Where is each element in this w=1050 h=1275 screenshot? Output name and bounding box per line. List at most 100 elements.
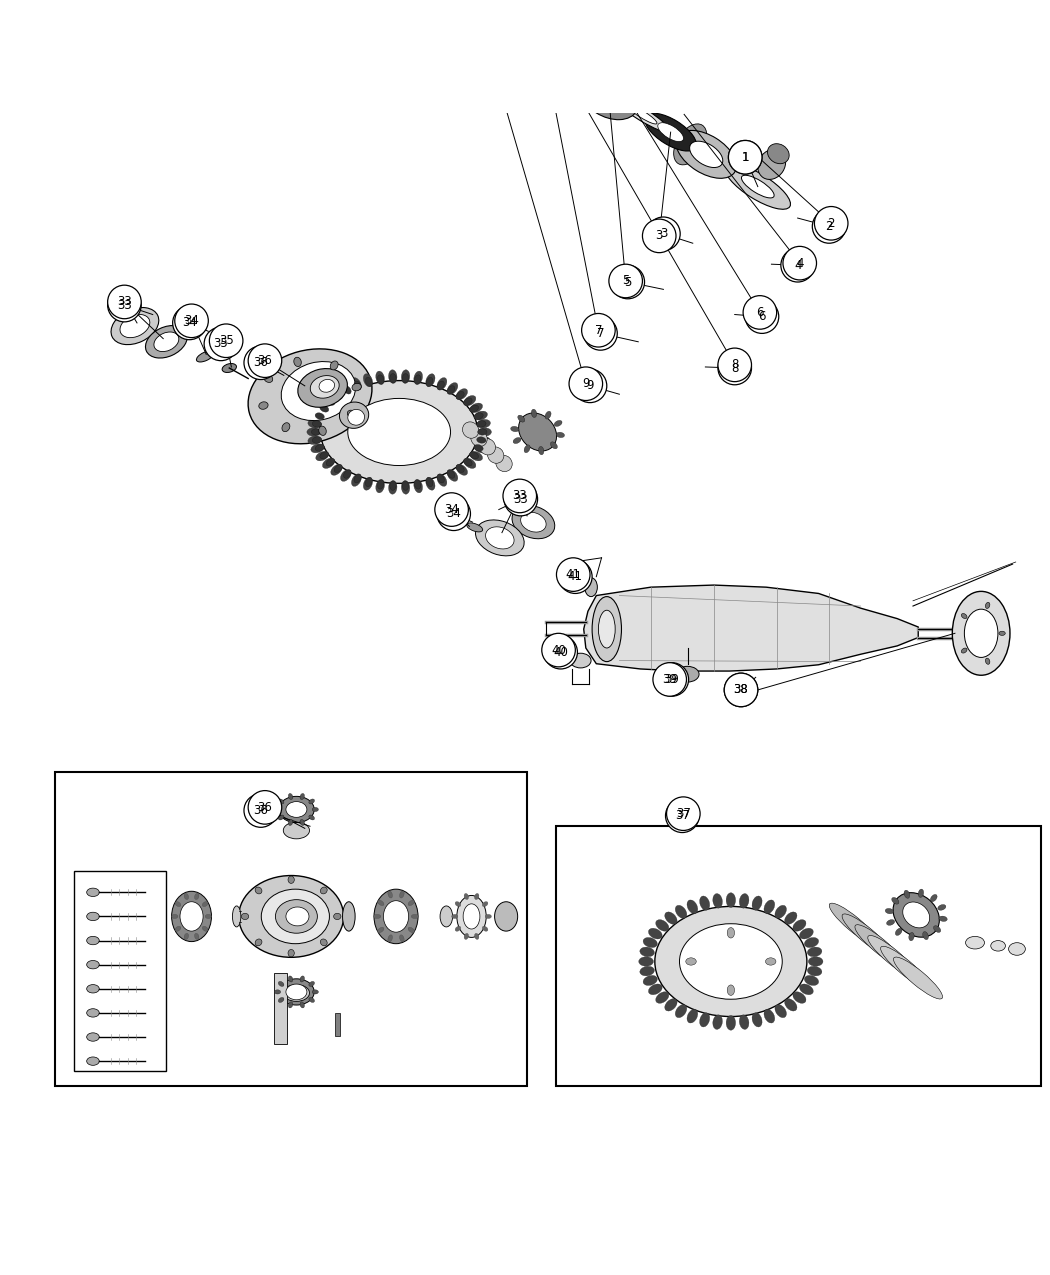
Text: 8: 8 <box>731 362 738 375</box>
Ellipse shape <box>437 377 447 390</box>
Ellipse shape <box>482 926 488 931</box>
Text: 35: 35 <box>218 334 233 347</box>
Ellipse shape <box>278 982 284 987</box>
Ellipse shape <box>649 984 663 995</box>
Ellipse shape <box>510 426 519 432</box>
Ellipse shape <box>966 936 985 949</box>
Ellipse shape <box>643 937 657 947</box>
Ellipse shape <box>274 807 280 812</box>
Ellipse shape <box>687 900 698 914</box>
Ellipse shape <box>530 43 559 64</box>
Ellipse shape <box>598 611 615 648</box>
Ellipse shape <box>639 947 654 956</box>
Ellipse shape <box>752 1012 762 1026</box>
Ellipse shape <box>255 938 261 946</box>
Ellipse shape <box>513 437 521 444</box>
Ellipse shape <box>867 936 917 978</box>
Ellipse shape <box>363 374 373 386</box>
Circle shape <box>582 314 615 347</box>
Text: 36: 36 <box>253 805 268 817</box>
Ellipse shape <box>462 422 479 439</box>
Text: 3: 3 <box>655 230 663 242</box>
Ellipse shape <box>320 381 478 483</box>
Text: 36: 36 <box>257 801 272 813</box>
Text: 39: 39 <box>663 673 677 686</box>
Ellipse shape <box>87 1057 100 1066</box>
Text: 36: 36 <box>253 356 268 370</box>
Ellipse shape <box>457 895 486 937</box>
Ellipse shape <box>804 975 819 986</box>
Ellipse shape <box>348 409 364 425</box>
Ellipse shape <box>232 907 240 927</box>
Ellipse shape <box>964 609 998 658</box>
Ellipse shape <box>894 958 943 1000</box>
Ellipse shape <box>180 901 203 931</box>
Ellipse shape <box>645 113 696 150</box>
Ellipse shape <box>726 164 791 209</box>
Ellipse shape <box>340 382 352 394</box>
Ellipse shape <box>111 307 159 344</box>
Text: 37: 37 <box>675 810 690 822</box>
Ellipse shape <box>242 913 249 919</box>
Ellipse shape <box>686 958 696 965</box>
Ellipse shape <box>1009 942 1026 955</box>
Ellipse shape <box>807 966 822 975</box>
Ellipse shape <box>455 901 461 907</box>
Ellipse shape <box>352 377 361 390</box>
Circle shape <box>174 303 208 338</box>
Ellipse shape <box>463 459 472 467</box>
Bar <box>274 973 287 1044</box>
Ellipse shape <box>408 927 415 933</box>
Ellipse shape <box>312 807 318 812</box>
Ellipse shape <box>665 912 677 924</box>
Ellipse shape <box>475 894 479 900</box>
Ellipse shape <box>775 905 786 918</box>
Text: 7: 7 <box>596 326 604 340</box>
Ellipse shape <box>456 464 464 473</box>
Ellipse shape <box>175 901 181 907</box>
Ellipse shape <box>415 479 421 490</box>
Text: 34: 34 <box>184 315 200 328</box>
Circle shape <box>729 140 762 173</box>
Circle shape <box>503 479 537 513</box>
Ellipse shape <box>87 960 100 969</box>
Ellipse shape <box>286 984 307 1000</box>
Ellipse shape <box>655 907 806 1016</box>
Circle shape <box>542 634 575 667</box>
Ellipse shape <box>289 820 293 825</box>
Ellipse shape <box>991 941 1006 951</box>
Ellipse shape <box>675 1005 687 1017</box>
Ellipse shape <box>449 0 506 33</box>
Text: 2: 2 <box>825 221 833 233</box>
Text: 34: 34 <box>446 507 461 520</box>
Ellipse shape <box>775 1005 786 1017</box>
Ellipse shape <box>474 445 483 451</box>
Circle shape <box>504 482 538 516</box>
Ellipse shape <box>476 520 524 556</box>
Circle shape <box>437 497 470 530</box>
Circle shape <box>204 328 237 361</box>
Ellipse shape <box>402 481 408 491</box>
Ellipse shape <box>881 946 929 988</box>
Ellipse shape <box>334 391 342 399</box>
Text: 34: 34 <box>444 504 459 516</box>
Text: 7: 7 <box>594 324 602 337</box>
Ellipse shape <box>288 950 294 956</box>
Ellipse shape <box>456 391 464 399</box>
Circle shape <box>655 663 689 696</box>
Ellipse shape <box>768 144 790 163</box>
Ellipse shape <box>146 325 187 358</box>
Circle shape <box>718 348 752 381</box>
Bar <box>335 1012 340 1037</box>
Ellipse shape <box>545 412 551 419</box>
Ellipse shape <box>464 894 468 900</box>
Ellipse shape <box>340 469 352 482</box>
Ellipse shape <box>665 998 677 1011</box>
Ellipse shape <box>461 0 495 24</box>
Ellipse shape <box>308 436 321 445</box>
Ellipse shape <box>518 416 525 422</box>
Ellipse shape <box>175 926 181 931</box>
Ellipse shape <box>728 927 735 938</box>
Ellipse shape <box>307 428 320 436</box>
Ellipse shape <box>327 459 335 467</box>
